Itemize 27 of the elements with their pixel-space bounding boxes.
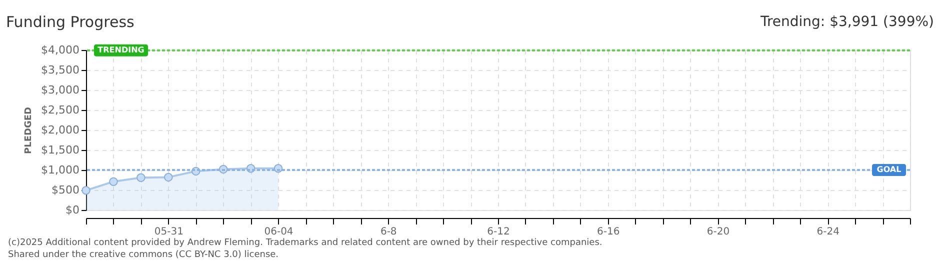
text: Shared under the creative commons (CC BY-NC 3.0) license.	[8, 250, 279, 260]
x-tick-label: 6-24	[816, 226, 840, 238]
y-tick-label: $2,000	[41, 124, 80, 136]
chart-title: Funding Progress	[6, 13, 135, 31]
y-tick-label: $1,000	[41, 164, 80, 176]
y-axis-title: PLEDGED	[24, 107, 34, 154]
x-tick-label: 06-04	[264, 226, 294, 238]
y-tick-label: $1,500	[41, 144, 80, 156]
point	[136, 173, 146, 182]
x-tick-label: 6-8	[380, 226, 397, 238]
text: (c)2025 Additional content provided by Andrew Fleming. Trademarks and related content are owned by their respective companies.	[8, 238, 602, 248]
ref-line-label: GOAL	[876, 165, 902, 174]
point	[82, 186, 90, 195]
x-tick-label: 6-12	[487, 226, 510, 238]
y-tick-label: $3,000	[41, 84, 80, 96]
ref-line-label: TRENDING	[98, 45, 144, 54]
chart-subtitle: Trending: $3,991 (399%)	[759, 14, 934, 30]
y-tick-label: $4,000	[41, 44, 80, 56]
y-tick-label: $3,500	[41, 64, 80, 76]
y-tick-label: $2,500	[41, 104, 80, 116]
x-tick-label: 05-31	[154, 226, 184, 238]
y-tick-label: $0	[66, 204, 80, 216]
y-tick-label: $500	[52, 184, 80, 196]
point	[109, 177, 118, 186]
point	[164, 172, 173, 182]
x-tick-label: 6-20	[706, 226, 730, 238]
x-tick-label: 6-16	[597, 226, 620, 238]
